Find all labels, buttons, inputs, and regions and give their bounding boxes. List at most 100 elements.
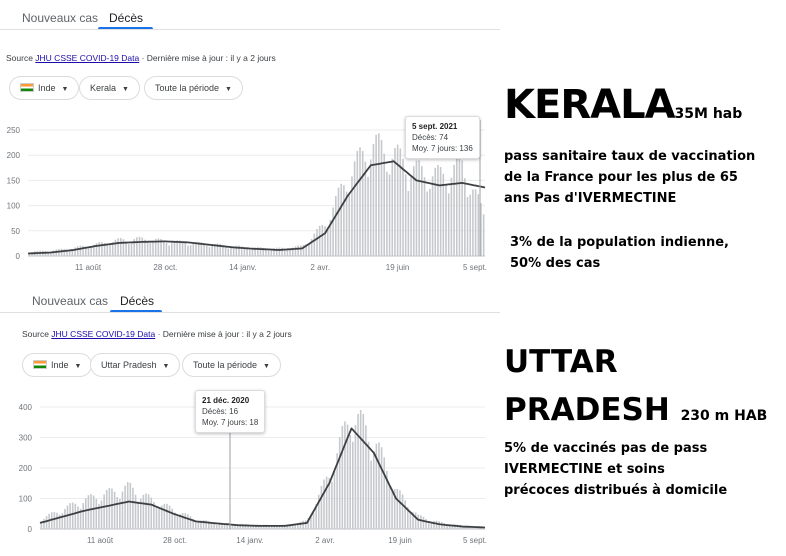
y-tick-label: 0 bbox=[16, 252, 21, 261]
daily-death-bar bbox=[344, 421, 346, 529]
daily-death-bar bbox=[74, 247, 76, 256]
daily-death-bar bbox=[289, 524, 291, 529]
y-tick-label: 250 bbox=[7, 126, 21, 135]
up-deaths-chart[interactable]: 400 300 200 100 0 11 août 28 oct. 14 janv. 2 avr… bbox=[0, 395, 500, 555]
daily-death-bar bbox=[121, 491, 124, 529]
daily-death-bar bbox=[173, 241, 176, 256]
daily-death-bar bbox=[337, 187, 340, 256]
daily-death-bar bbox=[227, 248, 230, 256]
daily-death-bar bbox=[325, 476, 328, 529]
daily-death-bar bbox=[265, 249, 267, 256]
daily-death-bar bbox=[268, 525, 270, 529]
daily-death-bar bbox=[165, 243, 168, 256]
daily-death-bar bbox=[119, 498, 121, 529]
daily-death-bar bbox=[278, 247, 281, 256]
daily-death-bar bbox=[197, 521, 200, 529]
daily-death-bar bbox=[215, 524, 218, 529]
daily-death-bar bbox=[407, 191, 410, 256]
daily-death-bar bbox=[365, 425, 367, 529]
daily-death-bar bbox=[90, 246, 92, 256]
daily-death-bar bbox=[352, 441, 354, 529]
daily-death-bar bbox=[361, 151, 364, 256]
daily-death-bar bbox=[267, 250, 270, 256]
daily-death-bar bbox=[224, 246, 227, 256]
daily-death-bar bbox=[28, 252, 31, 256]
x-tick-label: 19 juin bbox=[386, 263, 410, 272]
region-filter-chip[interactable]: Uttar Pradesh ▼ bbox=[90, 353, 181, 377]
tooltip-date: 21 déc. 2020 bbox=[202, 396, 250, 405]
daily-death-bar bbox=[145, 493, 147, 529]
daily-death-bar bbox=[341, 425, 344, 529]
daily-death-bar bbox=[192, 518, 194, 529]
daily-death-bar bbox=[259, 247, 262, 256]
daily-death-bar bbox=[142, 494, 145, 529]
daily-death-bar bbox=[441, 522, 443, 529]
caret-down-icon: ▼ bbox=[122, 86, 129, 93]
daily-death-bar bbox=[116, 497, 119, 529]
daily-death-bar bbox=[154, 238, 157, 256]
daily-death-bar bbox=[168, 245, 170, 256]
kerala-population: 35M hab bbox=[674, 106, 743, 122]
daily-death-bar bbox=[40, 521, 43, 529]
daily-death-bar bbox=[438, 521, 440, 529]
tab-nouveaux-cas[interactable]: Nouveaux cas bbox=[22, 11, 99, 25]
kerala-note-line: pass sanitaire taux de vaccination bbox=[504, 149, 756, 164]
daily-death-bar bbox=[313, 233, 316, 256]
tooltip-average: Moy. 7 jours: 18 bbox=[202, 418, 259, 427]
daily-death-bar bbox=[270, 525, 273, 529]
daily-death-bar bbox=[404, 500, 406, 529]
daily-death-bar bbox=[53, 511, 56, 529]
daily-death-bar bbox=[399, 148, 402, 256]
daily-death-bar bbox=[318, 225, 321, 256]
country-filter-chip[interactable]: Inde ▼ bbox=[9, 76, 80, 100]
tab-nouveaux-cas[interactable]: Nouveaux cas bbox=[32, 294, 109, 308]
source-link[interactable]: JHU CSSE COVID-19 Data bbox=[51, 329, 156, 339]
daily-death-bar bbox=[200, 242, 203, 256]
daily-death-bar bbox=[105, 489, 108, 529]
kerala-deaths-chart[interactable]: 250 200 150 100 50 0 11 août 28 oct. 14 janv. 2 a… bbox=[0, 120, 500, 280]
tabs-divider bbox=[0, 312, 500, 313]
daily-death-bar bbox=[257, 525, 260, 529]
daily-death-bar bbox=[265, 524, 268, 529]
daily-death-bar bbox=[150, 497, 153, 529]
daily-death-bar bbox=[126, 482, 129, 529]
daily-death-bar bbox=[356, 150, 359, 256]
daily-death-bar bbox=[47, 251, 49, 256]
daily-death-bar bbox=[119, 238, 122, 256]
daily-death-bar bbox=[396, 488, 399, 529]
daily-death-bar bbox=[434, 167, 437, 256]
country-filter-chip[interactable]: Inde ▼ bbox=[22, 353, 93, 377]
tooltip-date: 5 sept. 2021 bbox=[412, 122, 458, 131]
period-filter-chip[interactable]: Toute la période ▼ bbox=[182, 353, 281, 377]
daily-death-bar bbox=[410, 176, 412, 256]
daily-death-bar bbox=[291, 247, 294, 256]
daily-death-bar bbox=[129, 482, 132, 529]
daily-death-bar bbox=[43, 518, 45, 529]
daily-death-bar bbox=[255, 525, 257, 529]
daily-death-bar bbox=[58, 514, 61, 529]
tab-deces[interactable]: Décès bbox=[120, 294, 155, 308]
daily-death-bar bbox=[203, 243, 205, 256]
daily-death-bar bbox=[124, 485, 126, 529]
daily-death-bar bbox=[221, 523, 223, 529]
daily-death-bar bbox=[391, 491, 393, 529]
daily-death-bar bbox=[283, 248, 286, 256]
daily-death-bar bbox=[76, 246, 79, 256]
period-filter-chip[interactable]: Toute la période ▼ bbox=[144, 76, 243, 100]
region-filter-chip[interactable]: Kerala ▼ bbox=[79, 76, 140, 100]
daily-death-bar bbox=[399, 490, 401, 529]
daily-death-bar bbox=[136, 237, 138, 256]
y-tick-label: 200 bbox=[19, 464, 33, 473]
daily-death-bar bbox=[362, 414, 365, 529]
chip-label: Toute la période bbox=[155, 83, 220, 93]
daily-death-bar bbox=[335, 196, 337, 256]
daily-death-bar bbox=[332, 207, 334, 256]
kerala-tabs: Nouveaux cas Décès bbox=[0, 0, 500, 30]
caret-down-icon: ▼ bbox=[162, 363, 170, 370]
daily-death-bar bbox=[87, 495, 90, 529]
daily-death-bar bbox=[205, 520, 208, 529]
x-tick-label: 28 oct. bbox=[153, 263, 177, 272]
x-tick-label: 5 sept. bbox=[463, 263, 487, 272]
tab-deces[interactable]: Décès bbox=[109, 11, 144, 25]
source-link[interactable]: JHU CSSE COVID-19 Data bbox=[35, 53, 140, 63]
